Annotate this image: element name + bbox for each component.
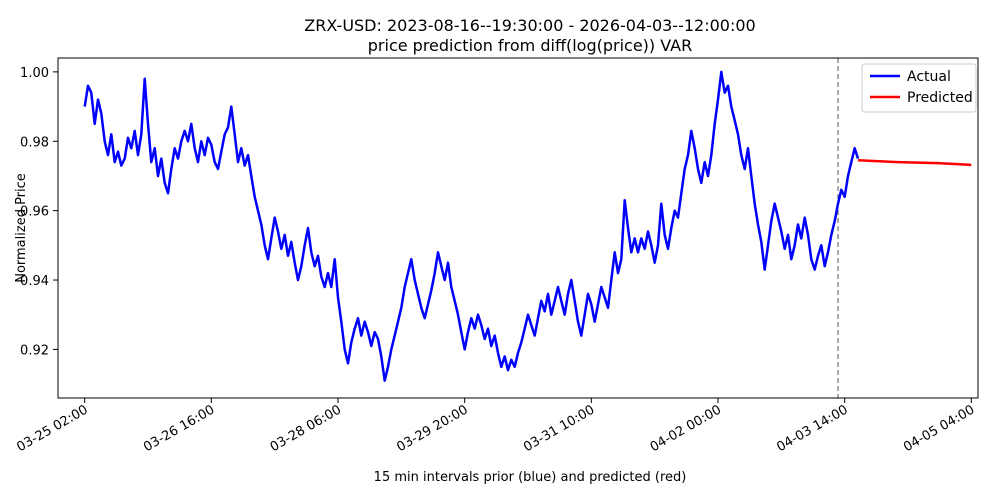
x-tick-label: 03-25 02:00 [14,402,90,455]
x-tick-label: 03-28 06:00 [268,402,344,455]
y-axis-label: Normalized Price [14,173,29,283]
y-tick-label: 0.96 [20,205,49,220]
x-tick-label: 04-03 14:00 [774,402,850,455]
y-tick-label: 0.98 [20,135,49,150]
legend-label-actual: Actual [907,69,951,85]
x-tick-label: 04-05 04:00 [901,402,977,455]
y-tick-label: 0.92 [20,343,49,358]
x-tick-label: 04-02 00:00 [648,402,724,455]
chart-subtitle: price prediction from diff(log(price)) V… [368,36,692,55]
x-axis-ticks: 03-25 02:00 03-26 16:00 03-28 06:00 03-29 2… [14,398,977,455]
x-axis-label: 15 min intervals prior (blue) and predic… [374,470,687,485]
legend-label-predicted: Predicted [907,90,973,106]
plot-frame [57,57,979,399]
y-tick-label: 1.00 [20,66,49,81]
y-axis-ticks: 0.92 0.94 0.96 0.98 1.00 [20,66,58,358]
series-line-predicted [857,159,972,167]
x-tick-label: 03-31 10:00 [521,402,597,455]
series-line-actual [83,70,860,382]
x-tick-label: 03-26 16:00 [141,402,217,455]
x-tick-label: 03-29 20:00 [394,402,470,455]
chart-title: ZRX-USD: 2023-08-16--19:30:00 - 2026-04-… [304,16,755,35]
legend: Actual Predicted [861,63,977,113]
y-tick-label: 0.94 [20,274,49,289]
